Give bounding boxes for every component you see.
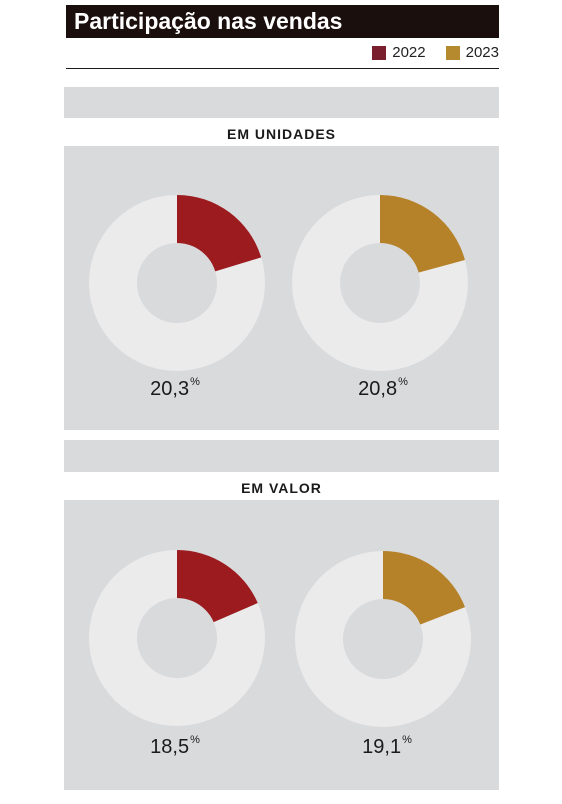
section-band-valor [64,440,499,472]
section-band-unidades [64,87,499,118]
donut-unidades-2022 [89,195,265,371]
legend-swatch-2023 [445,45,460,60]
donut-unidades-2023-hole [340,243,420,323]
donut-valor-2022-hole [137,598,217,678]
legend: 2022 2023 [352,44,499,61]
legend-item-2022: 2022 [372,44,426,61]
donut-unidades-2022-hole [137,243,217,323]
section-title-valor: EM VALOR [241,480,322,496]
legend-swatch-2022 [372,45,387,60]
donut-unidades-2023 [292,195,468,371]
legend-label-2023: 2023 [465,44,499,61]
section-title-unidades: EM UNIDADES [226,126,336,142]
donut-valor-2023-hole [343,599,423,679]
title-bar: Participação nas vendas [66,5,499,38]
value-label-unidades-2022: 20,3% [150,376,200,400]
chart-title: Participação nas vendas [74,8,343,34]
header-rule [66,68,499,69]
value-label-valor-2022: 18,5% [150,734,200,758]
legend-item-2023: 2023 [445,44,499,61]
donut-valor-2022 [89,550,265,726]
value-label-unidades-2023: 20,8% [358,376,408,400]
donut-valor-2023 [295,551,471,727]
legend-label-2022: 2022 [392,44,426,61]
value-label-valor-2023: 19,1% [362,734,412,758]
